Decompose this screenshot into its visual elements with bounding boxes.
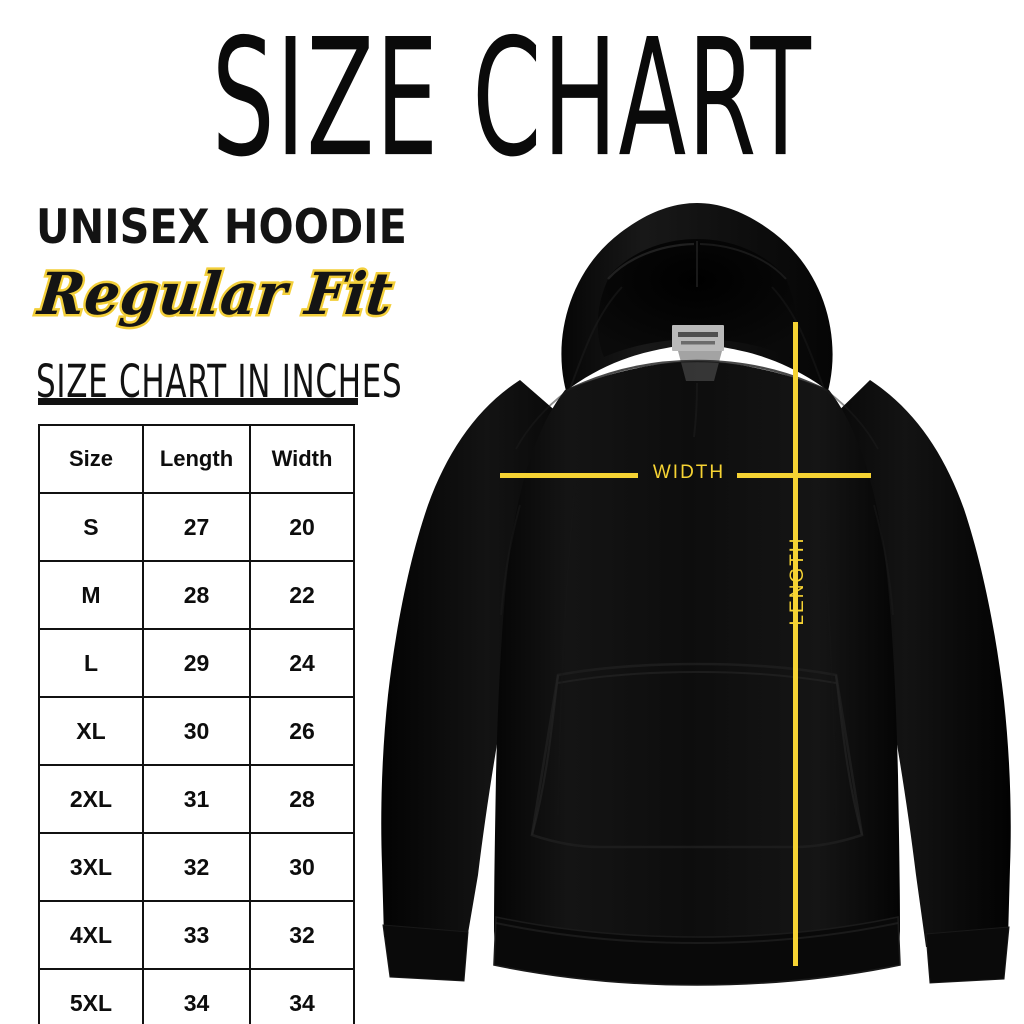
neck-label-tail [678,351,722,381]
cell-width: 20 [249,492,355,562]
cell-length: 29 [141,628,252,698]
cell-size: M [38,560,144,630]
hoodie-collar-seam [565,359,829,393]
hoodie-hood-edge-right [699,243,787,280]
hoodie-hood-opening [597,239,797,357]
hoodie-hood-edge-left [607,242,695,280]
cell-length: 32 [141,832,252,902]
product-name: UNISEX HOODIE [36,200,407,255]
hoodie-graphic [381,203,1011,986]
hoodie-waistband-seam [495,922,899,945]
cell-width: 24 [249,628,355,698]
cell-width: 22 [249,560,355,630]
hoodie-hood-fold-right [771,286,825,390]
hoodie-pocket-opening-left [530,674,560,836]
hoodie-center-crease [693,382,698,438]
cell-length: 31 [141,764,252,834]
table-row: 4XL 33 32 [38,900,355,970]
width-measure-line-right [737,473,871,478]
table-heading-underline [38,398,358,405]
cell-size: 2XL [38,764,144,834]
cell-size: L [38,628,144,698]
cell-width: 34 [249,968,355,1024]
hoodie-body-fold-a [557,474,577,816]
hoodie-waistband [493,916,901,986]
hoodie-cuff-left [382,924,469,982]
table-row: 2XL 31 28 [38,764,355,834]
length-measure-label: LENGTH [787,536,808,626]
hoodie-illustration [370,175,1024,995]
table-row: S 27 20 [38,492,355,562]
hoodie-pocket-opening-right [834,674,864,836]
size-table: Size Length Width S 27 20 M 28 22 L 29 2… [38,424,355,1024]
width-measure-line-left [500,473,638,478]
cell-length: 28 [141,560,252,630]
cell-size: XL [38,696,144,766]
product-fit: Regular Fit [33,258,399,331]
page-title: SIZE CHART [211,5,813,193]
hoodie-armhole-left [500,504,521,616]
table-row: 3XL 32 30 [38,832,355,902]
hoodie-shoulder-seam-left [515,391,567,450]
hoodie-shoulder-seam-right [827,391,879,450]
hoodie-pocket [530,662,864,849]
cell-size: S [38,492,144,562]
hoodie-armhole-right [873,504,894,616]
column-header-size: Size [38,424,144,494]
cell-size: 3XL [38,832,144,902]
cell-length: 33 [141,900,252,970]
table-header-row: Size Length Width [38,424,355,494]
cell-width: 26 [249,696,355,766]
neck-label-size-text [681,341,715,345]
cell-size: 5XL [38,968,144,1024]
hoodie-cuff-right [925,926,1010,984]
cell-length: 27 [141,492,252,562]
cell-length: 30 [141,696,252,766]
cell-width: 30 [249,832,355,902]
hoodie-body-fold-b [817,474,837,816]
table-row: L 29 24 [38,628,355,698]
cell-width: 32 [249,900,355,970]
table-row: 5XL 34 34 [38,968,355,1024]
table-row: M 28 22 [38,560,355,630]
cell-size: 4XL [38,900,144,970]
neck-label [672,325,724,351]
length-measure-line [793,322,798,966]
cell-width: 28 [249,764,355,834]
hoodie-hood-fold-left [569,286,623,390]
width-measure-label: WIDTH [652,462,726,483]
column-header-width: Width [249,424,355,494]
column-header-length: Length [141,424,252,494]
cell-length: 34 [141,968,252,1024]
neck-label-brand-text [678,332,718,337]
table-row: XL 30 26 [38,696,355,766]
